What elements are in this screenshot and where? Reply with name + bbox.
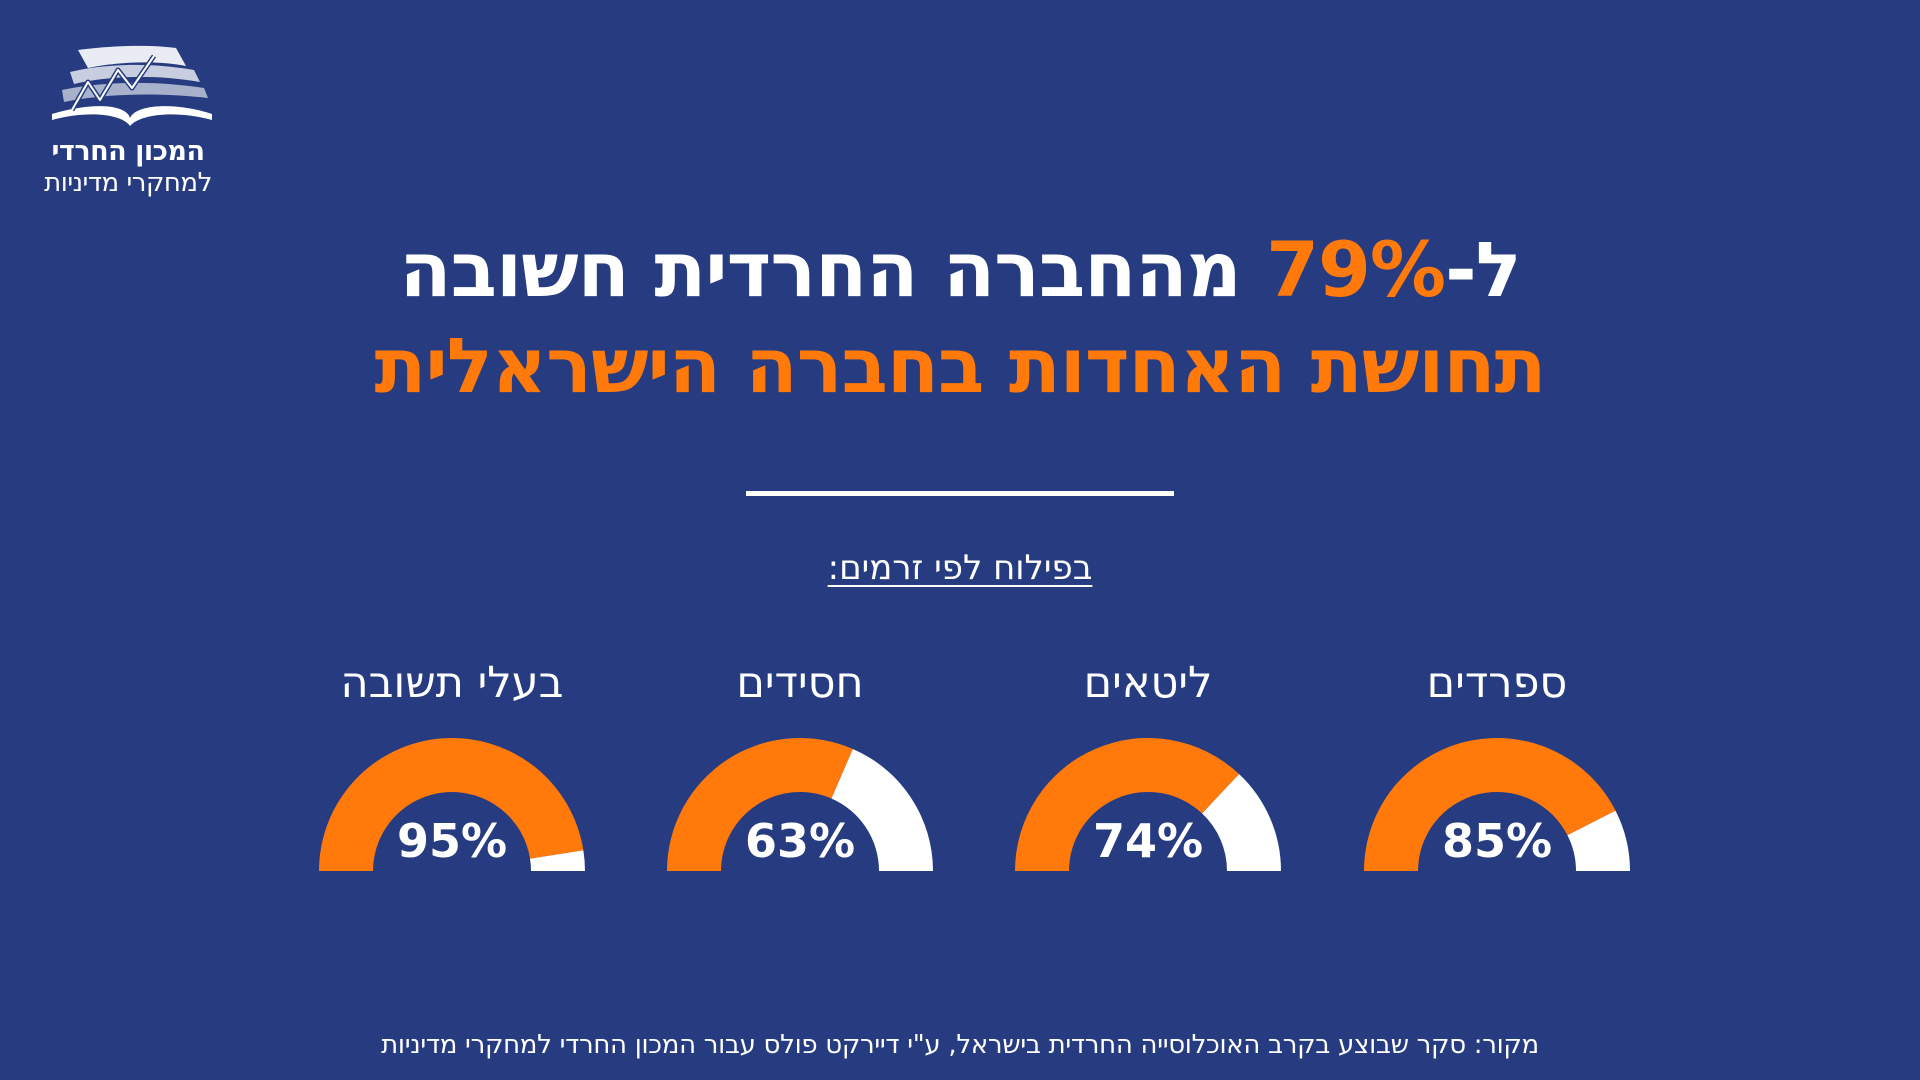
gauge-label: ספרדים: [1426, 658, 1568, 708]
gauge-remainder: [1202, 774, 1281, 871]
gauge-litvish: ליטאים 74%: [998, 655, 1298, 871]
gauge-arc: 95%: [319, 737, 585, 871]
divider: [746, 491, 1174, 496]
gauge-value: 85%: [1442, 814, 1552, 868]
gauge-hasidim: חסידים 63%: [650, 655, 950, 871]
gauge-value: 74%: [1093, 814, 1203, 868]
headline-suffix: מהחברה החרדית חשובה: [399, 225, 1267, 314]
gauge-value: 63%: [745, 814, 855, 868]
gauge-arc: 63%: [667, 738, 933, 871]
gauge-fill: [1364, 737, 1616, 871]
gauge-baalei-teshuva: בעלי תשובה 95%: [302, 655, 602, 871]
headline-accent: 79%: [1266, 225, 1446, 314]
gauge-label: חסידים: [736, 658, 864, 708]
gauge-remainder: [831, 748, 933, 871]
headline-line-2: תחושת האחדות בחברה הישראלית: [374, 321, 1546, 410]
logo-subtitle: למחקרי מדיניות: [44, 168, 212, 198]
gauge-arc: 85%: [1364, 737, 1630, 871]
gauge-arc: 74%: [1015, 738, 1281, 871]
source-note: מקור: סקר שבוצע בקרב האוכלוסייה החרדית ב…: [381, 1030, 1539, 1060]
gauge-remainder: [530, 850, 585, 871]
logo: המכון החרדי למחקרי מדיניות: [38, 44, 218, 198]
logo-name: המכון החרדי: [51, 136, 206, 167]
gauge-sephardim: ספרדים 85%: [1347, 655, 1647, 871]
headline-prefix: ל-: [1445, 225, 1522, 314]
gauge-fill: [667, 738, 853, 871]
breakdown-subtitle: בפילוח לפי זרמים:: [827, 548, 1093, 588]
headline: ל-79% מהחברה החרדית חשובה תחושת האחדות ב…: [0, 222, 1920, 414]
book-chart-icon: [52, 45, 212, 126]
headline-line-1: ל-79% מהחברה החרדית חשובה: [0, 222, 1920, 318]
gauge-label: ליטאים: [1083, 658, 1213, 708]
gauge-fill: [319, 737, 584, 871]
gauge-value: 95%: [397, 814, 507, 868]
gauge-fill: [1015, 738, 1240, 871]
gauge-label: בעלי תשובה: [340, 658, 564, 708]
gauge-remainder: [1567, 810, 1630, 871]
